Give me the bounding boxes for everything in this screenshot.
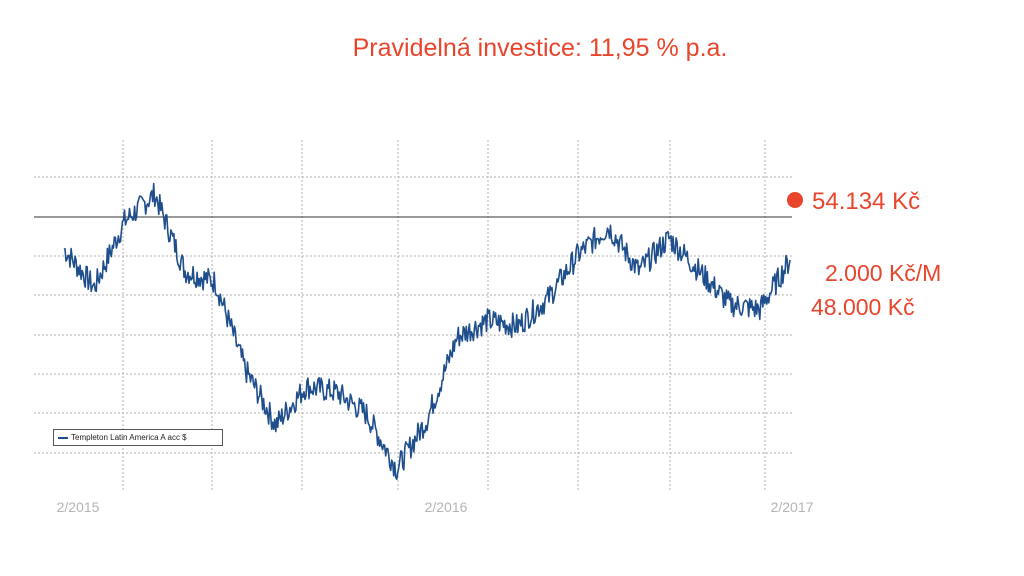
current-value-dot xyxy=(787,192,803,208)
total-invested-label: 48.000 Kč xyxy=(811,294,915,320)
series-line xyxy=(63,182,791,481)
monthly-investment-label: 2.000 Kč/M xyxy=(825,260,942,286)
x-tick-label: 2/2016 xyxy=(424,499,468,515)
x-tick-label: 2/2015 xyxy=(56,499,100,515)
x-tick-label: 2/2017 xyxy=(770,499,814,515)
current-value-label: 54.134 Kč xyxy=(812,188,921,215)
chart-title: Pravidelná investice: 11,95 % p.a. xyxy=(352,34,728,62)
legend: Templeton Latin America A acc $ xyxy=(53,429,223,446)
legend-swatch xyxy=(58,437,68,439)
legend-label: Templeton Latin America A acc $ xyxy=(71,433,187,442)
